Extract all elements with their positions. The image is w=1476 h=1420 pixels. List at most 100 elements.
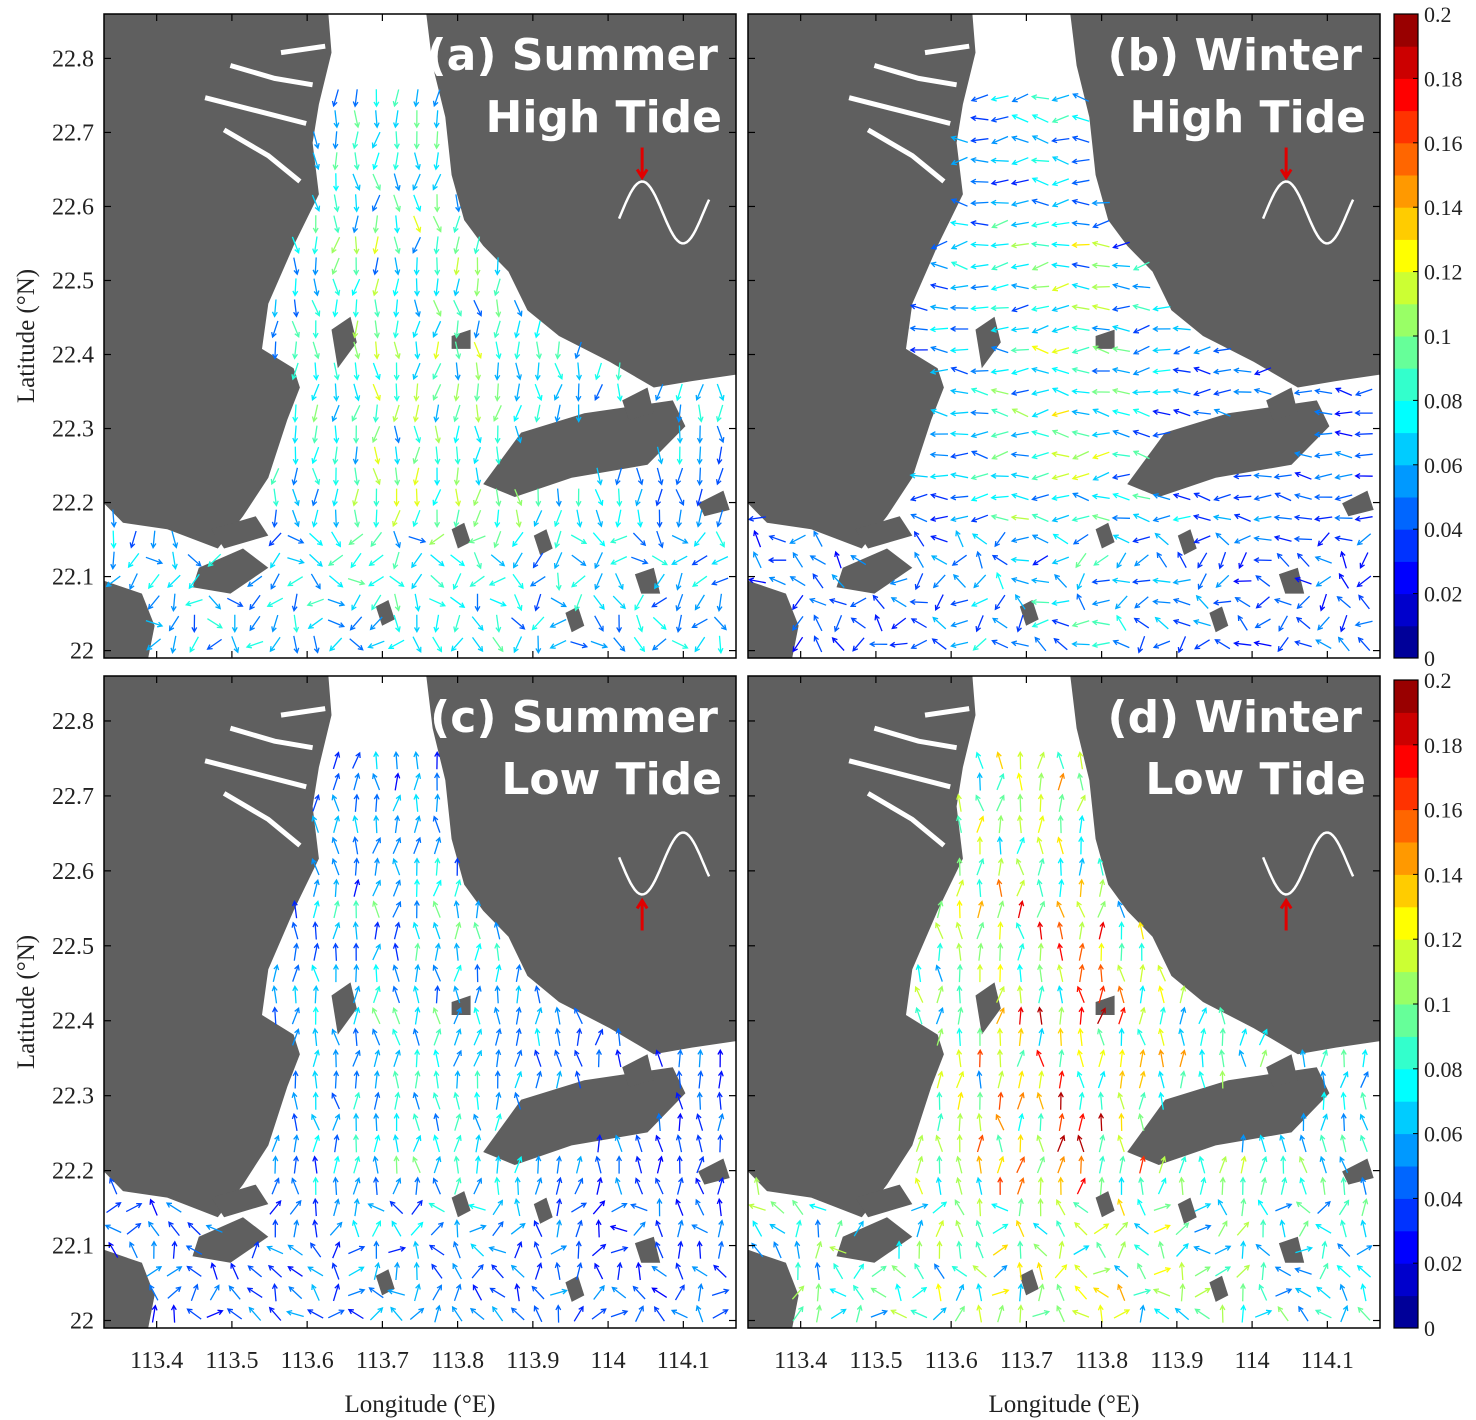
current-vector bbox=[1118, 942, 1125, 961]
current-vector bbox=[1051, 556, 1070, 565]
current-vector bbox=[514, 1176, 521, 1195]
current-vector bbox=[1299, 1134, 1307, 1153]
current-vector bbox=[332, 921, 341, 940]
current-vector bbox=[970, 450, 988, 460]
colorbar-band bbox=[1394, 939, 1418, 973]
current-vector bbox=[392, 794, 402, 812]
current-vector bbox=[352, 1049, 361, 1067]
current-vector bbox=[950, 599, 969, 607]
current-vector bbox=[393, 383, 400, 402]
current-vector bbox=[1111, 515, 1131, 521]
current-vector bbox=[949, 494, 969, 501]
current-vector bbox=[1178, 1155, 1187, 1174]
current-vector bbox=[374, 299, 381, 318]
current-vector bbox=[1031, 494, 1049, 502]
current-vector bbox=[996, 836, 1003, 855]
current-vector bbox=[1195, 594, 1209, 609]
current-vector bbox=[353, 362, 360, 381]
current-vector bbox=[910, 513, 928, 523]
current-vector bbox=[571, 575, 586, 588]
current-vector bbox=[1071, 242, 1090, 248]
current-vector bbox=[413, 815, 421, 833]
current-vector bbox=[413, 215, 422, 233]
panel-a-island-7 bbox=[634, 567, 661, 594]
panel-b-tide-curve bbox=[1261, 180, 1355, 245]
current-vector bbox=[1179, 1070, 1186, 1089]
current-vector bbox=[1293, 536, 1313, 542]
current-vector bbox=[272, 963, 280, 982]
current-vector bbox=[331, 1262, 340, 1280]
current-vector bbox=[1319, 1262, 1329, 1280]
current-vector bbox=[411, 1199, 423, 1215]
colorbar-tick-label: 0.18 bbox=[1424, 66, 1463, 91]
current-vector bbox=[1071, 367, 1090, 374]
current-vector bbox=[1097, 1070, 1106, 1089]
panel-b-island-9 bbox=[1095, 522, 1115, 549]
current-vector bbox=[792, 551, 804, 568]
current-vector bbox=[514, 341, 521, 360]
x-tick-label: 113.8 bbox=[431, 1348, 484, 1374]
current-vector bbox=[494, 1070, 501, 1089]
current-vector bbox=[1074, 1221, 1088, 1236]
current-vector bbox=[532, 552, 544, 569]
current-vector bbox=[332, 1241, 341, 1259]
current-vector bbox=[1255, 575, 1271, 587]
current-vector bbox=[1117, 985, 1125, 1004]
current-vector bbox=[369, 1307, 384, 1321]
colorbar-tick-label: 0.14 bbox=[1424, 195, 1463, 220]
current-vector bbox=[1117, 1091, 1125, 1110]
current-vector bbox=[1030, 157, 1050, 164]
current-vector bbox=[1010, 472, 1029, 479]
panel-c-island-4 bbox=[451, 995, 471, 1015]
current-vector bbox=[412, 985, 420, 1004]
current-vector bbox=[473, 1177, 483, 1195]
current-vector bbox=[372, 404, 379, 423]
current-vector bbox=[1354, 515, 1373, 522]
current-vector bbox=[495, 1155, 502, 1174]
current-vector bbox=[1275, 1203, 1293, 1212]
current-vector bbox=[373, 1261, 381, 1280]
current-vector bbox=[930, 408, 948, 417]
current-vector bbox=[554, 362, 563, 381]
panel-c-river-1 bbox=[222, 791, 302, 848]
current-vector bbox=[1076, 1070, 1085, 1089]
current-vector bbox=[1218, 1006, 1226, 1025]
current-vector bbox=[992, 1223, 1009, 1234]
current-vector bbox=[1097, 1304, 1104, 1323]
current-vector bbox=[1132, 450, 1150, 460]
panel-d-island-0 bbox=[1127, 1067, 1330, 1165]
current-vector bbox=[291, 1006, 300, 1025]
current-vector bbox=[716, 593, 723, 612]
current-vector bbox=[454, 1113, 462, 1131]
current-vector bbox=[331, 89, 339, 108]
current-vector bbox=[434, 425, 441, 444]
colorbar-tick-label: 0 bbox=[1424, 1316, 1435, 1341]
current-vector bbox=[348, 533, 364, 546]
current-vector bbox=[556, 1197, 563, 1217]
current-vector bbox=[635, 1305, 644, 1322]
current-vector bbox=[1334, 450, 1353, 459]
current-vector bbox=[809, 555, 826, 565]
current-vector bbox=[574, 594, 583, 612]
current-vector bbox=[1113, 1309, 1131, 1319]
current-vector bbox=[531, 616, 545, 631]
current-vector bbox=[1092, 345, 1110, 354]
current-vector bbox=[1295, 1201, 1311, 1214]
current-vector bbox=[991, 617, 1008, 629]
current-vector bbox=[653, 1305, 665, 1322]
current-vector bbox=[833, 615, 843, 633]
current-vector bbox=[353, 793, 360, 812]
current-vector bbox=[1072, 492, 1090, 502]
current-vector bbox=[1334, 473, 1353, 480]
current-vector bbox=[1215, 1266, 1232, 1277]
current-vector bbox=[671, 534, 689, 544]
current-vector bbox=[1010, 347, 1029, 354]
current-vector bbox=[1313, 494, 1333, 501]
current-vector bbox=[950, 452, 969, 459]
current-vector bbox=[1299, 1156, 1308, 1174]
current-vector bbox=[970, 387, 989, 396]
current-vector bbox=[1011, 93, 1029, 103]
current-vector bbox=[594, 1155, 602, 1174]
current-vector bbox=[313, 362, 319, 381]
current-vector bbox=[794, 1240, 801, 1259]
